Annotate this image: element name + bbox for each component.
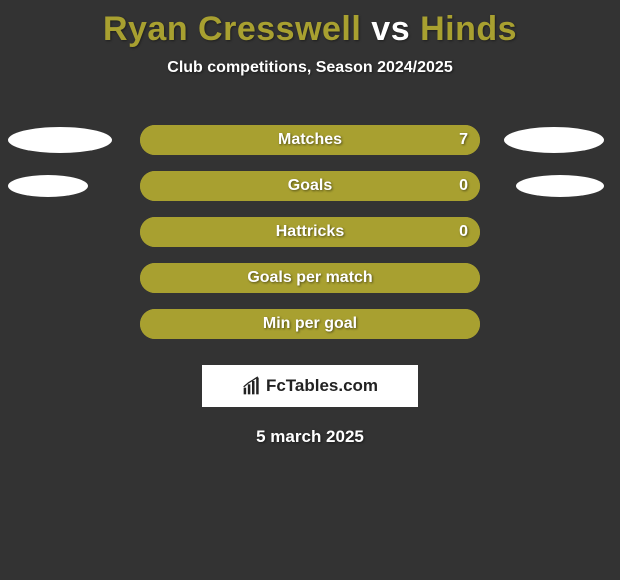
date-label: 5 march 2025 (256, 427, 364, 447)
stat-label: Goals per match (247, 269, 372, 287)
stat-bar: Goals 0 (140, 171, 480, 201)
stat-bar: Matches 7 (140, 125, 480, 155)
stat-row: Hattricks 0 (0, 209, 620, 255)
stat-label: Goals (288, 177, 332, 195)
logo-text: FcTables.com (266, 376, 378, 396)
stat-row: Goals per match (0, 255, 620, 301)
stat-label: Hattricks (276, 223, 344, 241)
left-ellipse (8, 175, 88, 197)
title-player1: Ryan Cresswell (103, 10, 361, 48)
stat-value: 7 (459, 131, 468, 149)
stat-row: Goals 0 (0, 163, 620, 209)
subtitle: Club competitions, Season 2024/2025 (167, 59, 452, 77)
right-ellipse (516, 175, 604, 197)
stat-label: Matches (278, 131, 342, 149)
chart-icon (242, 376, 262, 396)
page-title: Ryan Cresswell vs Hinds (103, 10, 517, 49)
stat-row: Matches 7 (0, 117, 620, 163)
stats-area: Matches 7 Goals 0 Hattricks 0 Goals per match M… (0, 117, 620, 347)
stat-label: Min per goal (263, 315, 357, 333)
stat-bar: Goals per match (140, 263, 480, 293)
stat-bar: Hattricks 0 (140, 217, 480, 247)
stat-bar: Min per goal (140, 309, 480, 339)
left-ellipse (8, 127, 112, 153)
stat-value: 0 (459, 177, 468, 195)
title-player2: Hinds (420, 10, 517, 48)
logo-box: FcTables.com (202, 365, 418, 407)
stat-row: Min per goal (0, 301, 620, 347)
comparison-widget: Ryan Cresswell vs Hinds Club competition… (0, 0, 620, 447)
right-ellipse (504, 127, 604, 153)
title-vs: vs (371, 10, 410, 48)
stat-value: 0 (459, 223, 468, 241)
